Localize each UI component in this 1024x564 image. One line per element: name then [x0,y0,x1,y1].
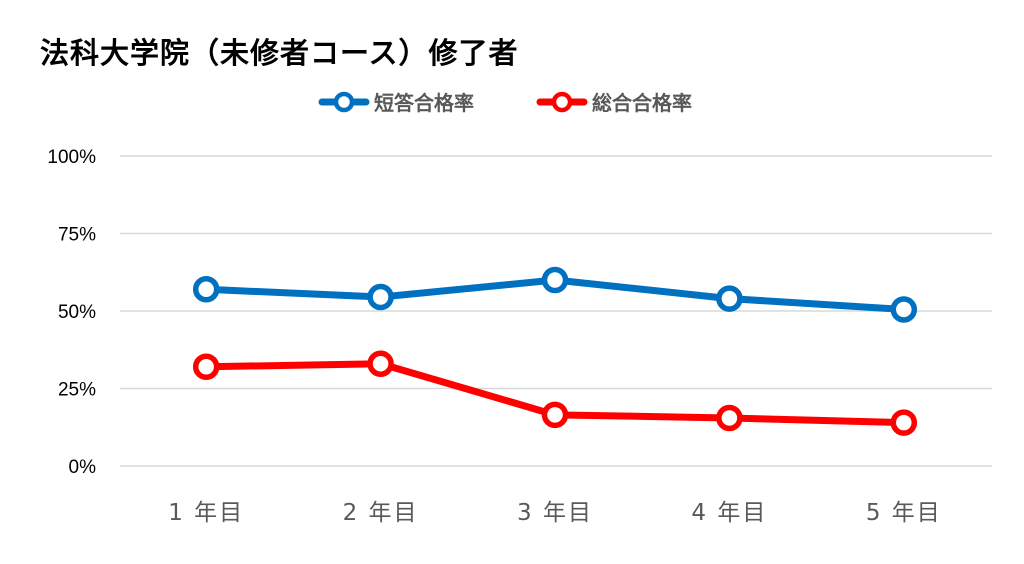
data-point [367,350,394,377]
legend-label: 総合合格率 [592,91,692,115]
data-point [716,404,743,432]
data-point [367,283,394,311]
data-point [192,276,220,303]
data-point [541,266,569,294]
legend-label: 短答合格率 [374,91,474,115]
series-1 [192,266,918,323]
x-tick-label: 1 年目 [168,500,244,526]
legend-item: 短答合格率 [318,91,474,115]
y-tick-label: 0% [69,457,97,478]
series-layer [192,266,918,436]
chart-title: 法科大学院（未修者コース）修了者 [40,36,519,70]
data-point [716,285,743,312]
data-point [541,401,569,429]
x-axis-ticks: 1 年目 2 年目 3 年目 4 年目 5 年目 [168,500,942,526]
legend-item: 総合合格率 [536,91,692,115]
x-tick-label: 4 年目 [691,500,767,526]
legend: 短答合格率 総合合格率 [318,91,692,115]
data-point [890,296,918,323]
data-point [192,353,220,381]
y-tick-label: 50% [58,302,96,323]
gridlines [120,155,992,467]
legend-marker [551,91,573,113]
y-tick-label: 100% [47,147,96,168]
y-tick-label: 75% [58,225,96,246]
data-point [890,409,918,436]
series-2 [192,350,918,436]
legend-marker [333,91,355,113]
x-tick-label: 3 年目 [517,500,593,526]
y-axis-ticks: 0% 25% 50% 75% 100% [47,147,96,478]
y-tick-label: 25% [58,380,96,401]
x-tick-label: 2 年目 [343,500,419,526]
x-tick-label: 5 年目 [866,500,942,526]
